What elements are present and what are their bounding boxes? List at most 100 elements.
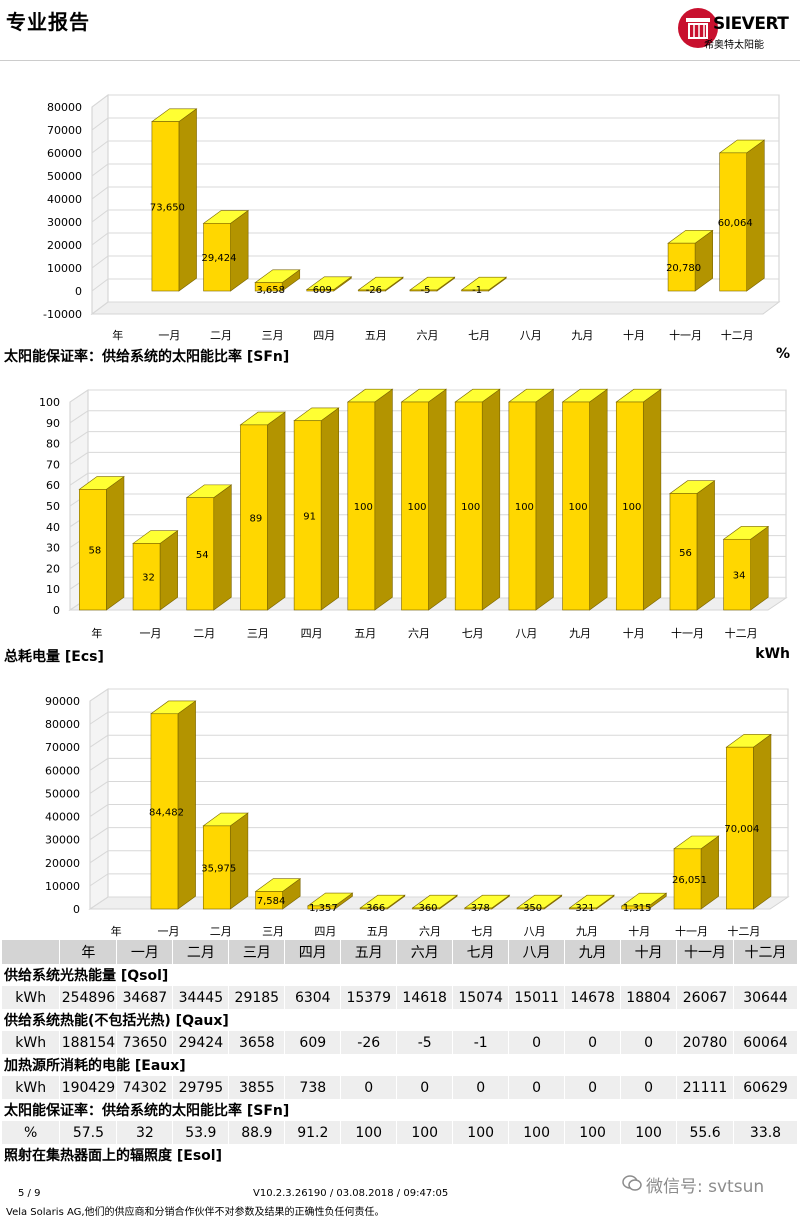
gridline bbox=[91, 232, 109, 246]
x-tick-label: 四月 bbox=[301, 627, 323, 640]
value-cell: 254896 bbox=[59, 986, 118, 1009]
bar-side bbox=[374, 388, 393, 611]
bar bbox=[132, 543, 161, 611]
x-tick-label: 四月 bbox=[314, 925, 336, 938]
table-row: kWh 188154 73650 29424 3658 609 -26 -5 -1 0 0 0 2078… bbox=[2, 1031, 798, 1054]
x-tick-label: 八月 bbox=[524, 925, 546, 938]
x-tick-label: 七月 bbox=[471, 925, 493, 938]
value-cell: 29795 bbox=[172, 1076, 230, 1099]
y-tick-label: 90 bbox=[46, 417, 60, 430]
x-tick-label: 十二月 bbox=[721, 328, 754, 342]
bar bbox=[358, 289, 386, 292]
bar-side bbox=[229, 812, 249, 910]
y-tick-label: 80000 bbox=[47, 101, 82, 114]
header-divider bbox=[0, 60, 800, 61]
data-label: 100 bbox=[354, 502, 373, 513]
gridline bbox=[91, 163, 109, 177]
y-tick-label: 20000 bbox=[47, 239, 82, 252]
header-cell: 年 bbox=[59, 940, 118, 964]
header-blank-cell bbox=[2, 940, 61, 964]
gridline bbox=[89, 781, 109, 794]
bar bbox=[726, 746, 754, 910]
value-cell: 6304 bbox=[284, 986, 342, 1009]
value-cell: 188154 bbox=[59, 1031, 118, 1054]
gridline bbox=[69, 389, 89, 403]
gridline bbox=[89, 873, 109, 887]
table-row: kWh 254896 34687 34445 29185 6304 15379 14618 15… bbox=[2, 986, 798, 1009]
y-tick-label: 80 bbox=[46, 438, 60, 451]
bar bbox=[621, 905, 650, 910]
value-cell: 29185 bbox=[228, 986, 286, 1009]
bar-side bbox=[750, 525, 769, 611]
header-cell: 六月 bbox=[396, 940, 454, 964]
logo-mark bbox=[686, 18, 710, 22]
data-label: 60,064 bbox=[718, 218, 753, 229]
x-tick-label: 九月 bbox=[571, 329, 593, 342]
value-cell: 32 bbox=[116, 1121, 174, 1144]
bar-side bbox=[535, 388, 554, 611]
bar bbox=[401, 401, 429, 611]
bar bbox=[723, 538, 751, 611]
value-cell: 0 bbox=[564, 1076, 622, 1099]
value-cell: 57.5 bbox=[59, 1121, 118, 1144]
header-cell: 二月 bbox=[172, 940, 230, 964]
header-cell: 五月 bbox=[340, 940, 398, 964]
data-label: 366 bbox=[366, 903, 385, 914]
data-label: 89 bbox=[250, 513, 263, 524]
x-tick-label: 年 bbox=[112, 328, 123, 342]
table-row: kWh 190429 74302 29795 3855 738 0 0 0 0 0 0 21111 606… bbox=[2, 1076, 798, 1099]
bar-side bbox=[753, 733, 772, 910]
bar bbox=[464, 907, 493, 910]
data-label: 100 bbox=[407, 502, 426, 513]
unit-cell: kWh bbox=[2, 1076, 61, 1099]
y-tick-label: 10000 bbox=[45, 880, 80, 893]
bar-side bbox=[481, 388, 501, 611]
data-label: 58 bbox=[88, 546, 101, 557]
bar bbox=[240, 424, 268, 611]
value-cell: 29424 bbox=[172, 1031, 230, 1054]
watermark-text: 微信号: svtsun bbox=[646, 1177, 765, 1197]
x-tick-label: 一月 bbox=[140, 627, 162, 640]
bar bbox=[359, 907, 388, 910]
y-tick-label: 100 bbox=[39, 396, 60, 409]
data-label: 100 bbox=[569, 502, 588, 513]
x-tick-label: 九月 bbox=[569, 627, 591, 640]
x-tick-label: 年 bbox=[111, 924, 122, 938]
bar bbox=[562, 401, 590, 611]
header-cell: 十月 bbox=[620, 940, 678, 964]
x-tick-label: 二月 bbox=[193, 627, 215, 640]
gridline bbox=[89, 688, 109, 702]
bar bbox=[254, 282, 283, 292]
value-cell: 18804 bbox=[620, 986, 678, 1009]
y-tick-label: 0 bbox=[75, 285, 82, 298]
gridline bbox=[89, 896, 109, 910]
bar bbox=[409, 289, 438, 292]
data-label: 3,658 bbox=[256, 285, 285, 296]
data-label: 56 bbox=[679, 548, 692, 559]
header-cell: 十一月 bbox=[676, 940, 735, 964]
bar bbox=[516, 907, 545, 910]
version-info: V10.2.3.26190 / 03.08.2018 / 09:47:05 bbox=[253, 1188, 449, 1199]
value-cell: 738 bbox=[284, 1076, 342, 1099]
y-tick-label: 30000 bbox=[45, 834, 80, 847]
y-tick-label: 30000 bbox=[47, 216, 82, 229]
value-cell: 100 bbox=[396, 1121, 454, 1144]
bar bbox=[454, 401, 483, 611]
y-tick-label: 40 bbox=[46, 521, 60, 534]
value-cell: 15011 bbox=[508, 986, 566, 1009]
bar bbox=[412, 907, 440, 910]
gridline bbox=[69, 410, 89, 424]
y-tick-label: 10 bbox=[46, 583, 60, 596]
x-tick-label: 七月 bbox=[462, 627, 484, 640]
value-cell: -1 bbox=[452, 1031, 510, 1054]
value-cell: 60629 bbox=[733, 1076, 798, 1099]
value-cell: 34687 bbox=[116, 986, 174, 1009]
page-number: 5 / 9 bbox=[18, 1188, 41, 1199]
y-tick-label: 50000 bbox=[47, 170, 82, 183]
bar bbox=[150, 713, 179, 910]
y-tick-label: 90000 bbox=[45, 695, 80, 708]
data-label: 378 bbox=[471, 903, 490, 914]
value-cell: 53.9 bbox=[172, 1121, 230, 1144]
ecs-chart-title: 总耗电量 [Ecs] bbox=[4, 649, 104, 665]
gridline bbox=[91, 117, 109, 131]
